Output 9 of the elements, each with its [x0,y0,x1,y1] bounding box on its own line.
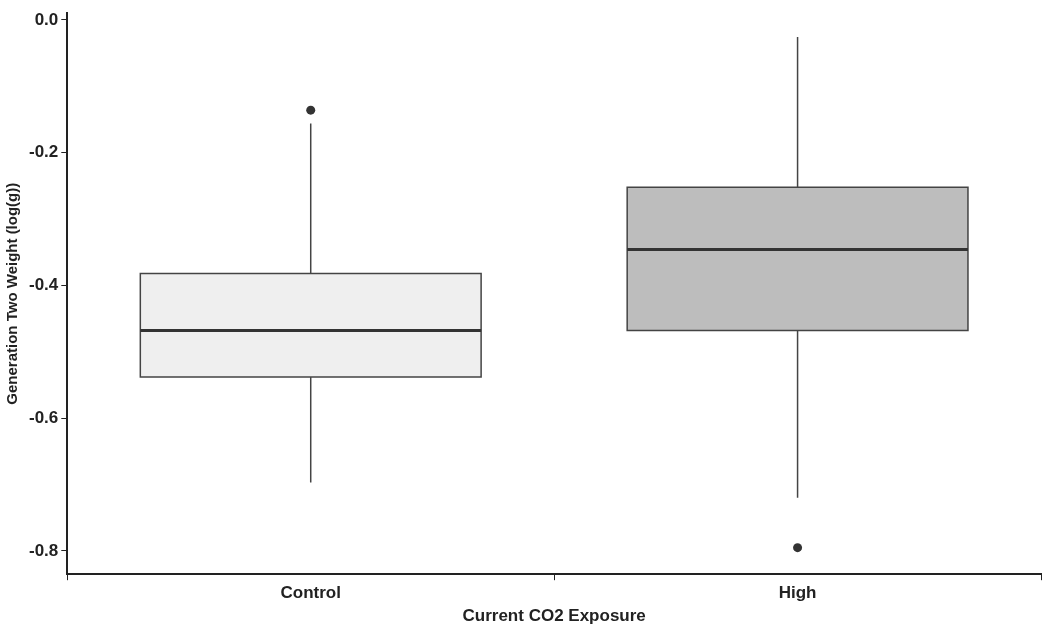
x-tick-label: Control [280,583,341,603]
y-tick-label: -0.2 [29,142,59,162]
y-tick-label: 0.0 [34,9,59,29]
x-axis-title: Current CO2 Exposure [462,606,646,626]
y-tick-label: -0.6 [29,407,59,427]
x-tick-label: High [778,583,817,603]
y-axis-title: Generation Two Weight (log(g)) [3,182,21,405]
y-tick-label: -0.8 [29,540,59,560]
y-tick-label: -0.4 [29,275,59,295]
